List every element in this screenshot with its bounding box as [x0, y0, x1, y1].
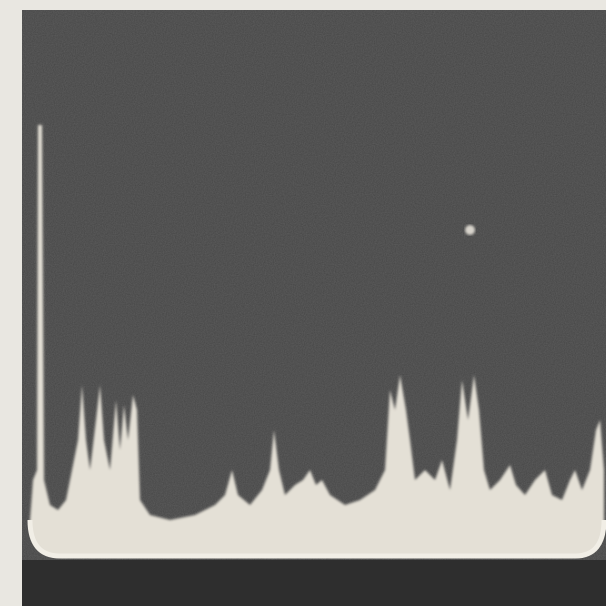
trace-baseline: [27, 519, 606, 559]
spectrum-trace: [30, 125, 604, 556]
screen-bottom: [22, 560, 606, 606]
spot: [465, 225, 475, 235]
